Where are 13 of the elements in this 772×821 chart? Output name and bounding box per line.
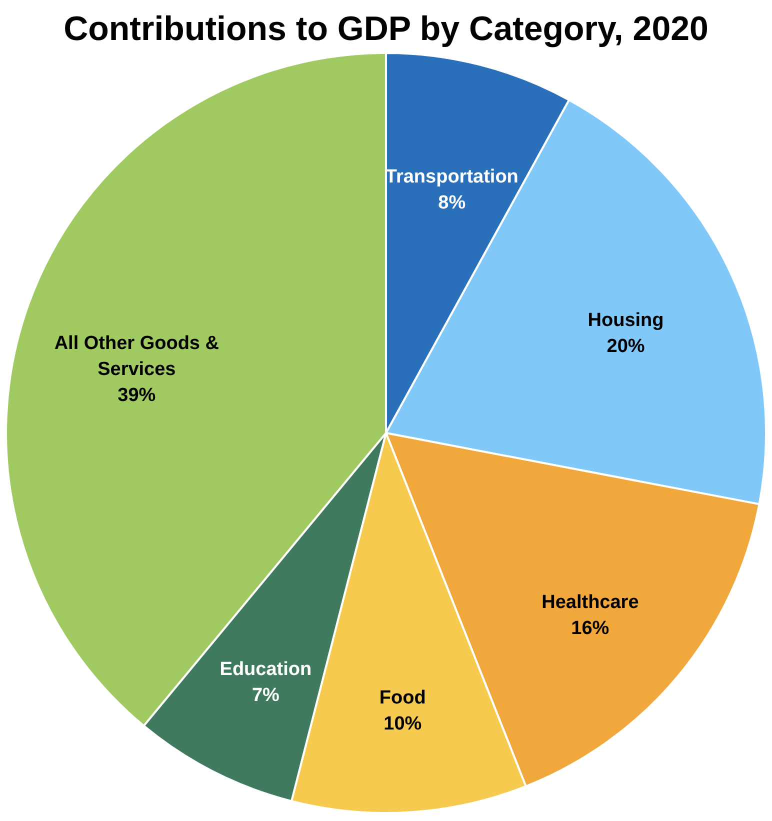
slice-label: Healthcare: [542, 592, 639, 613]
chart-title: Contributions to GDP by Category, 2020: [64, 10, 708, 48]
slice-label: Food: [379, 687, 426, 708]
slice-label: All Other Goods & Services: [54, 333, 220, 380]
data-label: 39%: [118, 385, 156, 406]
slice-label: Housing: [588, 310, 664, 332]
data-label: 10%: [384, 713, 422, 734]
slice-label: Transportation: [385, 166, 518, 188]
data-label: 8%: [438, 192, 466, 214]
data-label: 16%: [571, 618, 610, 639]
slice-label: Education: [220, 659, 312, 680]
data-label: 20%: [606, 336, 645, 358]
data-label: 7%: [252, 685, 280, 706]
